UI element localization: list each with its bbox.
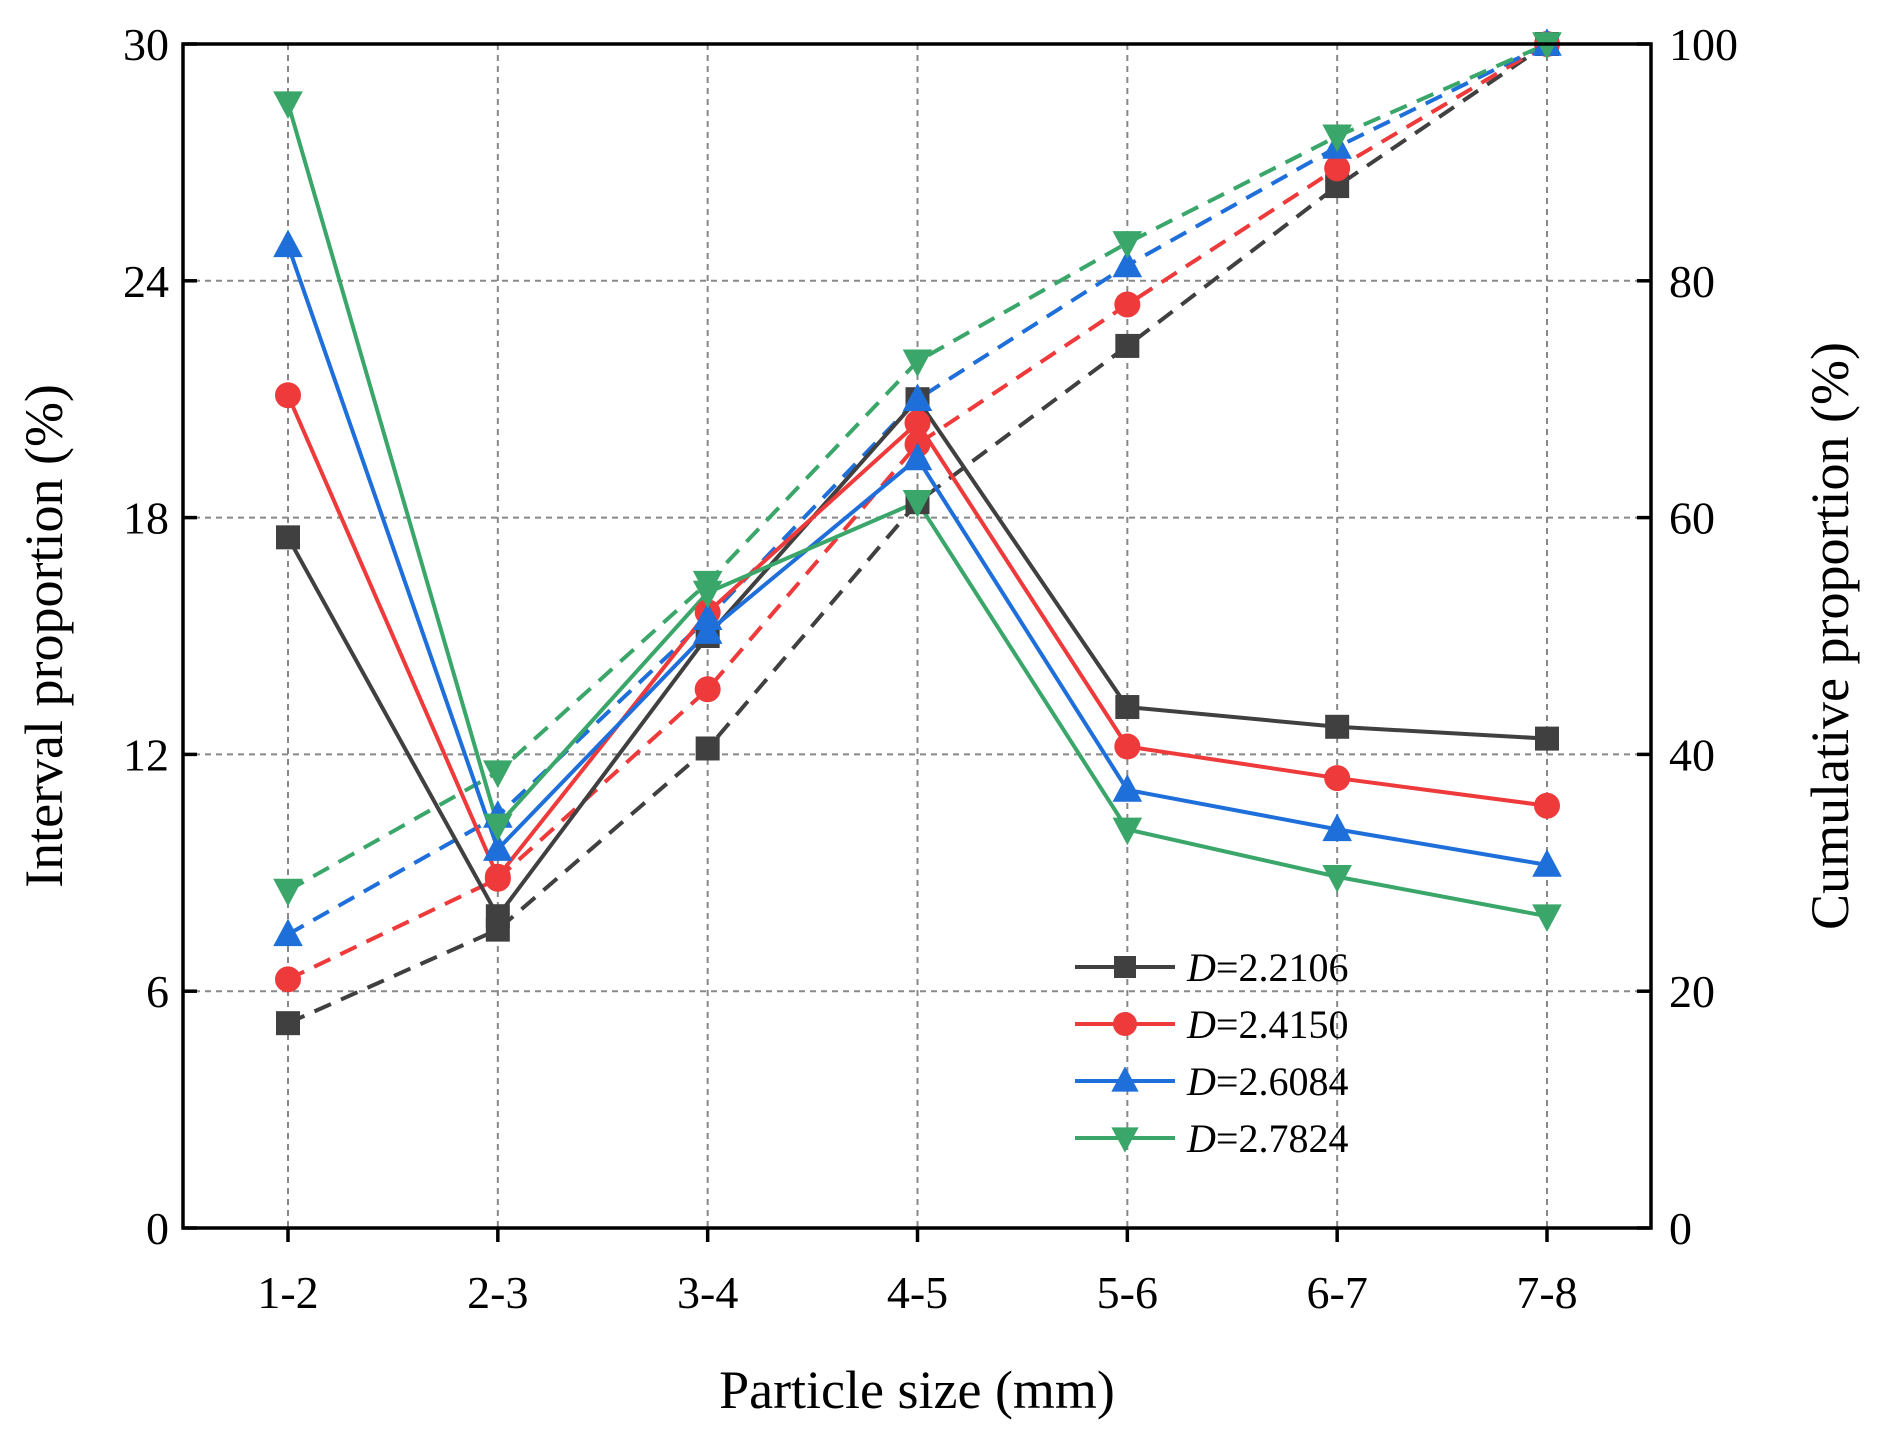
legend-label-1: D=2.2106 <box>1186 945 1348 990</box>
cumulative-point-2 <box>694 676 721 703</box>
interval-point-1 <box>1115 695 1140 720</box>
interval-point-4 <box>1532 904 1562 933</box>
legend-marker-2 <box>1113 1012 1137 1036</box>
y-right-tick-label: 60 <box>1669 493 1715 544</box>
y-left-tick-label: 0 <box>146 1203 169 1254</box>
x-tick-label: 4-5 <box>887 1267 948 1318</box>
legend-label-2: D=2.4150 <box>1186 1002 1348 1047</box>
x-tick-label: 2-3 <box>467 1267 528 1318</box>
legend-marker-4 <box>1111 1127 1139 1153</box>
x-tick-label: 5-6 <box>1097 1267 1158 1318</box>
cumulative-point-3 <box>1112 249 1143 278</box>
y-left-tick-label: 24 <box>123 256 169 307</box>
cumulative-point-1 <box>695 736 720 761</box>
cumulative-point-4 <box>1112 231 1143 259</box>
interval-point-2 <box>904 409 931 436</box>
interval-point-4 <box>692 580 723 609</box>
cumulative-point-4 <box>1322 124 1352 153</box>
y-right-tick-label: 100 <box>1669 19 1738 70</box>
interval-point-3 <box>1322 813 1352 842</box>
x-tick-label: 7-8 <box>1516 1267 1577 1318</box>
ticks: 0 6 12 18 24 30 0 20 40 60 80 100 1-2 2-3 3-4 4-5 5-6 6-7… <box>123 19 1738 1318</box>
interval-point-4 <box>902 490 933 518</box>
interval-point-3 <box>902 442 933 471</box>
cumulative-point-2 <box>275 966 301 993</box>
cumulative-point-4 <box>483 760 513 788</box>
interval-point-3 <box>1532 849 1562 877</box>
interval-point-2 <box>275 382 301 409</box>
cumulative-point-2 <box>1324 155 1351 182</box>
interval-point-2 <box>1324 765 1351 792</box>
interval-point-1 <box>485 904 510 929</box>
legend: D=2.2106 D=2.4150 D=2.6084 D=2.7824 <box>1075 945 1348 1161</box>
cumulative-point-4 <box>1532 32 1562 60</box>
legend-label-3: D=2.6084 <box>1186 1059 1348 1104</box>
interval-point-4 <box>1112 817 1143 846</box>
y-axis-right-title: Cumulative proportion (%) <box>1800 342 1860 930</box>
cumulative-point-4 <box>273 878 303 907</box>
cumulative-point-2 <box>1114 291 1141 318</box>
legend-marker-3 <box>1111 1066 1139 1092</box>
y-left-tick-label: 18 <box>123 493 169 544</box>
y-right-tick-label: 0 <box>1669 1203 1692 1254</box>
series-layer <box>273 28 1562 1036</box>
interval-point-3 <box>1112 774 1143 802</box>
y-right-tick-label: 20 <box>1669 966 1715 1017</box>
x-tick-label: 1-2 <box>257 1267 318 1318</box>
interval-point-2 <box>1114 733 1141 760</box>
interval-point-3 <box>273 229 303 258</box>
interval-point-1 <box>1325 714 1350 739</box>
interval-point-1 <box>1535 726 1559 751</box>
y-left-tick-label: 6 <box>146 966 169 1017</box>
y-right-tick-label: 80 <box>1669 256 1715 307</box>
x-tick-label: 6-7 <box>1307 1267 1368 1318</box>
cumulative-point-4 <box>902 349 933 378</box>
cumulative-point-3 <box>692 602 723 631</box>
interval-point-4 <box>273 91 303 119</box>
cumulative-point-1 <box>276 1011 300 1036</box>
interval-point-4 <box>1322 864 1352 893</box>
interval-point-4 <box>483 813 513 842</box>
cumulative-point-3 <box>273 918 303 947</box>
legend-marker-1 <box>1114 956 1136 978</box>
interval-point-2 <box>1534 792 1560 819</box>
interval-point-3 <box>692 616 723 644</box>
interval-point-2 <box>484 863 511 890</box>
y-right-tick-label: 40 <box>1669 729 1715 780</box>
cumulative-point-1 <box>1115 333 1140 358</box>
interval-point-3 <box>483 833 513 861</box>
y-axis-left-title: Interval proportion (%) <box>14 384 74 888</box>
cumulative-point-3 <box>902 383 933 411</box>
x-tick-label: 3-4 <box>677 1267 738 1318</box>
interval-point-1 <box>276 525 300 550</box>
legend-label-4: D=2.7824 <box>1186 1116 1348 1161</box>
y-left-tick-label: 30 <box>123 19 169 70</box>
x-axis-title: Particle size (mm) <box>719 1360 1115 1420</box>
y-left-tick-label: 12 <box>123 729 169 780</box>
grid <box>183 44 1651 1228</box>
